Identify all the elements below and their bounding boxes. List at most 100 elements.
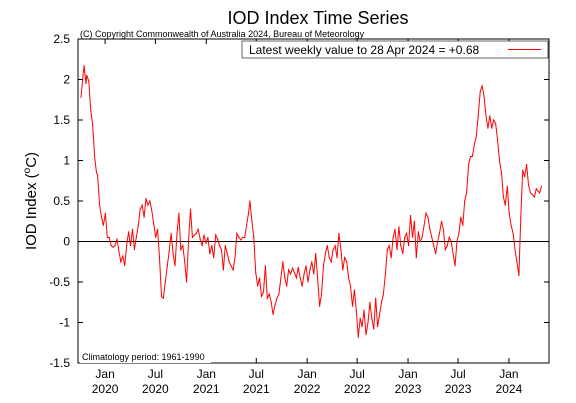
data-point (147, 204, 149, 206)
data-point (236, 232, 238, 234)
data-point (253, 236, 255, 238)
data-point (193, 234, 195, 236)
data-point (260, 296, 263, 298)
data-point (442, 228, 444, 230)
data-point (334, 245, 336, 247)
x-tick-label-year: 2024 (496, 382, 523, 396)
data-point (149, 200, 151, 202)
data-point (413, 220, 415, 222)
data-point (402, 253, 404, 255)
data-point (319, 305, 321, 307)
data-point (291, 267, 294, 269)
data-point (232, 269, 234, 271)
data-point (408, 245, 410, 247)
x-tick-label-year: 2022 (344, 382, 371, 396)
data-point (357, 336, 359, 338)
data-point (224, 245, 226, 247)
data-point (303, 273, 305, 275)
data-point (369, 301, 371, 303)
data-point (540, 185, 543, 187)
data-point (464, 200, 466, 202)
data-point (349, 285, 352, 287)
data-point (427, 216, 429, 218)
x-tick-label-month: Jan (297, 367, 316, 381)
data-point (307, 281, 309, 283)
legend-box (241, 40, 549, 59)
data-point (209, 253, 211, 255)
data-point (535, 188, 537, 190)
data-point (139, 208, 141, 210)
x-tick-label-month: Jul (148, 367, 163, 381)
data-point (487, 127, 489, 129)
data-point (495, 123, 497, 125)
data-point (92, 123, 94, 125)
data-point (246, 224, 248, 226)
data-point (97, 174, 99, 176)
data-point (264, 265, 266, 267)
data-point (288, 269, 290, 271)
data-point (126, 245, 128, 247)
iod-series-points (80, 65, 543, 338)
data-point (524, 176, 526, 178)
data-point (168, 250, 170, 252)
data-point (305, 265, 307, 267)
data-point (104, 212, 106, 214)
data-point (421, 236, 423, 238)
data-point (157, 228, 159, 230)
data-point (122, 255, 124, 257)
x-tick-label-year: 2023 (445, 382, 472, 396)
y-tick-label: -1 (59, 316, 70, 330)
data-point (353, 289, 355, 291)
y-tick-label: -1.5 (49, 356, 70, 370)
data-point (498, 159, 501, 162)
data-point (514, 249, 516, 251)
data-point (311, 261, 313, 263)
data-point (522, 169, 524, 171)
data-point (195, 232, 197, 234)
data-point (415, 257, 417, 259)
data-point (188, 239, 190, 241)
data-point (268, 293, 270, 295)
y-tick-label: 2 (63, 73, 70, 87)
data-point (419, 240, 421, 243)
data-point (170, 232, 172, 234)
data-point (396, 249, 398, 251)
data-point (301, 285, 303, 287)
data-point (131, 228, 134, 230)
data-point (462, 224, 464, 226)
data-point (83, 65, 85, 67)
svg-text:IOD Index (oC): IOD Index (oC) (22, 152, 40, 250)
data-point (388, 245, 390, 247)
data-point (466, 192, 468, 194)
data-point (86, 74, 88, 76)
data-point (361, 326, 363, 328)
data-point (100, 216, 103, 218)
y-axis-label-degree: o (22, 167, 33, 173)
data-point (392, 236, 394, 238)
data-point (375, 297, 377, 299)
data-point (102, 224, 104, 226)
data-point (153, 223, 155, 225)
y-axis-label-unit: C) (23, 152, 40, 168)
data-point (504, 204, 506, 206)
data-point (259, 277, 261, 279)
data-point (527, 184, 530, 186)
data-point (205, 242, 207, 244)
data-point (164, 281, 166, 283)
data-point (162, 297, 164, 299)
data-point (351, 305, 354, 307)
data-point (88, 80, 90, 82)
data-point (458, 232, 460, 234)
data-point (191, 236, 193, 238)
data-point (489, 115, 491, 117)
data-point (324, 253, 326, 255)
data-point (491, 127, 493, 129)
data-point (444, 249, 446, 251)
data-point (120, 261, 122, 263)
data-point (244, 236, 246, 238)
data-point (481, 85, 483, 87)
data-point (384, 273, 386, 275)
data-point (473, 143, 475, 145)
data-point (234, 257, 236, 259)
